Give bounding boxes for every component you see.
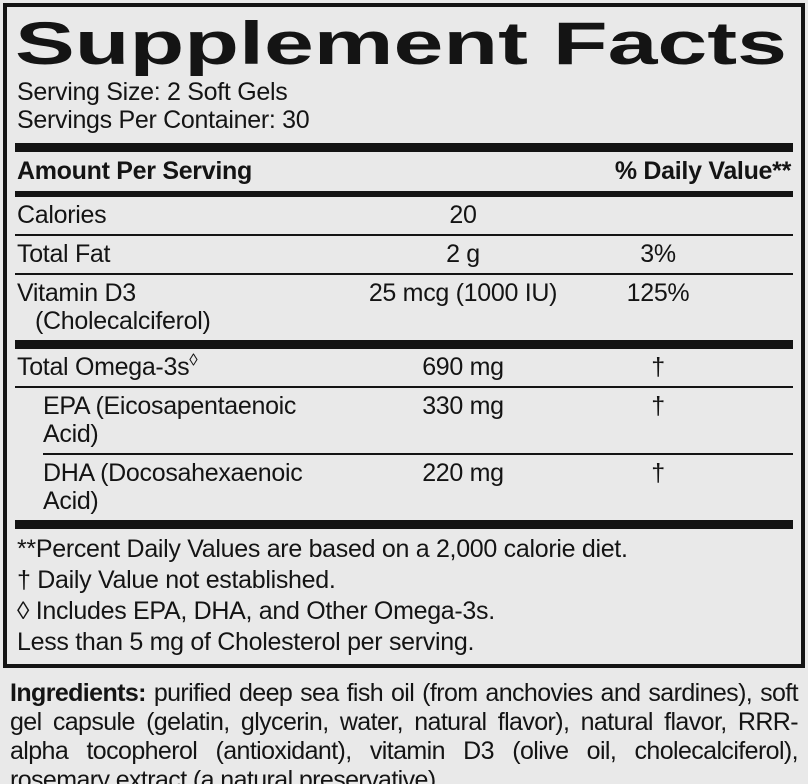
nutrient-name-line1: Vitamin D3	[17, 279, 136, 307]
footnotes-block: **Percent Daily Values are based on a 2,…	[15, 529, 793, 664]
nutrient-amount: 330 mg	[422, 392, 504, 420]
divider-thin	[43, 453, 793, 455]
divider-thick	[15, 340, 793, 349]
divider-thick	[15, 143, 793, 152]
servings-per-container: Servings Per Container: 30	[17, 106, 310, 134]
nutrient-dv: †	[651, 392, 665, 420]
nutrient-name: DHA (Docosahexaenoic Acid)	[43, 459, 303, 515]
nutrient-amount: 220 mg	[422, 459, 504, 487]
table-row-calories: Calories 20	[15, 197, 793, 234]
divider-thin	[15, 234, 793, 236]
nutrient-name: Total Fat	[17, 240, 111, 268]
nutrient-dv: †	[651, 353, 665, 381]
nutrient-amount: 25 mcg (1000 IU)	[368, 279, 558, 307]
table-row-vitamin-d3: Vitamin D3 (Cholecalciferol) 25 mcg (100…	[15, 275, 793, 340]
nutrient-name-text: Total Omega-3s	[17, 353, 190, 381]
divider-thin	[15, 273, 793, 275]
nutrient-amount: 690 mg	[422, 353, 504, 381]
facts-panel: Supplement Facts Serving Size: 2 Soft Ge…	[3, 3, 805, 668]
header-amount-per-serving: Amount Per Serving	[17, 157, 252, 185]
ingredients-label: Ingredients:	[10, 679, 146, 707]
serving-size: Serving Size: 2 Soft Gels	[17, 78, 288, 106]
footnote-cholesterol: Less than 5 mg of Cholesterol per servin…	[17, 628, 475, 656]
page-title: Supplement Facts	[15, 12, 787, 76]
table-row-epa: EPA (Eicosapentaenoic Acid) 330 mg †	[15, 388, 793, 453]
table-header: Amount Per Serving % Daily Value**	[15, 152, 793, 191]
divider-medium	[15, 191, 793, 197]
divider-thin	[15, 386, 793, 388]
footnote-dagger: † Daily Value not established.	[17, 566, 336, 594]
divider-thick	[15, 520, 793, 529]
ingredients-paragraph: Ingredients: purified deep sea fish oil …	[10, 679, 799, 784]
supplement-label: Supplement Facts Serving Size: 2 Soft Ge…	[0, 3, 808, 784]
nutrient-name: Total Omega-3s◊	[15, 350, 338, 381]
label-title-graphic: Supplement Facts	[15, 12, 787, 76]
nutrient-name: EPA (Eicosapentaenoic Acid)	[43, 392, 297, 448]
nutrient-dv: 3%	[640, 240, 676, 268]
lozenge-symbol: ◊	[189, 350, 198, 370]
table-row-total-fat: Total Fat 2 g 3%	[15, 236, 793, 273]
nutrient-name-line2: (Cholecalciferol)	[35, 307, 211, 335]
header-daily-value: % Daily Value**	[614, 157, 791, 185]
nutrient-amount: 20	[449, 201, 477, 229]
nutrient-dv: †	[651, 459, 665, 487]
footnote-lozenge: ◊ Includes EPA, DHA, and Other Omega-3s.	[17, 597, 495, 625]
nutrient-dv: 125%	[626, 279, 690, 307]
nutrient-name: Vitamin D3 (Cholecalciferol)	[15, 279, 338, 335]
table-row-dha: DHA (Docosahexaenoic Acid) 220 mg †	[15, 455, 793, 520]
nutrient-name: Calories	[17, 201, 107, 229]
footnote-percent-dv: **Percent Daily Values are based on a 2,…	[17, 535, 628, 563]
ingredients-text: purified deep sea fish oil (from anchovi…	[10, 679, 799, 784]
nutrient-amount: 2 g	[446, 240, 480, 268]
table-row-total-omega3: Total Omega-3s◊ 690 mg †	[15, 349, 793, 386]
